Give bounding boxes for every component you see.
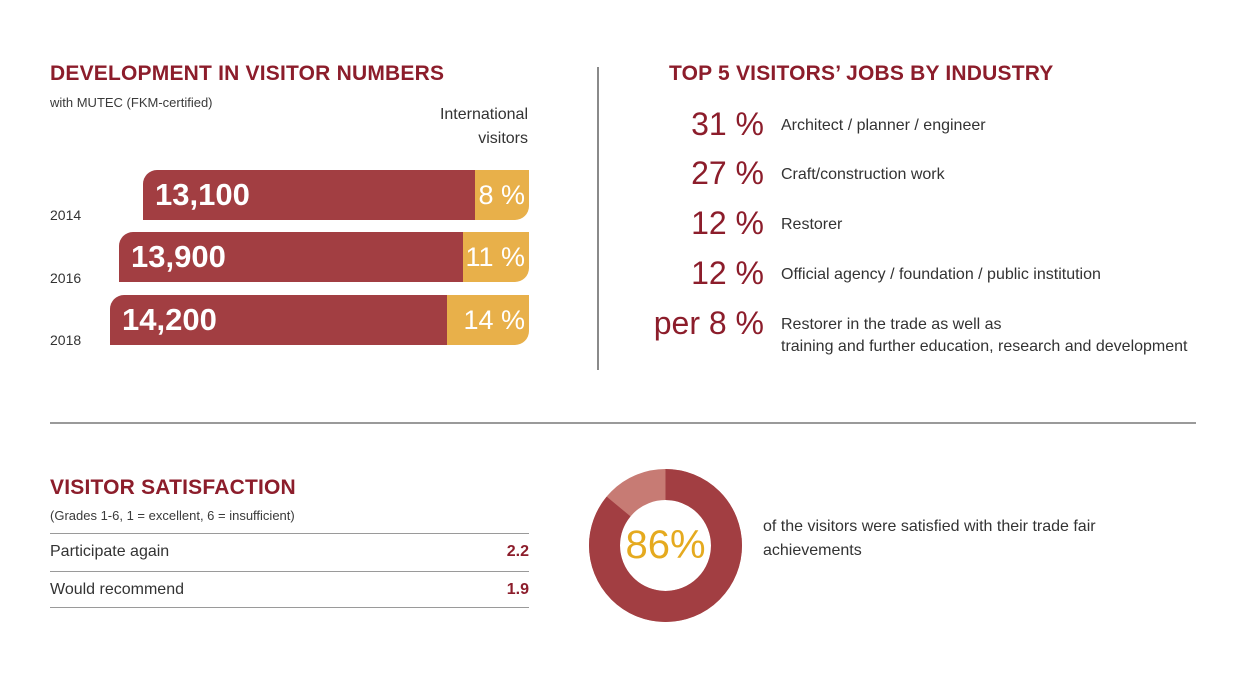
visitor-numbers-title: DEVELOPMENT IN VISITOR NUMBERS: [50, 62, 445, 85]
visitor-total-label: 13,100: [143, 170, 475, 220]
vertical-divider: [597, 67, 599, 370]
visitor-bar: 13,100 8 %: [143, 170, 529, 220]
job-label: Architect / planner / engineer: [781, 117, 986, 134]
job-label: Restorer: [781, 216, 843, 233]
satisfaction-subtitle: (Grades 1-6, 1 = excellent, 6 = insuffic…: [50, 508, 295, 523]
visitor-bar: 13,900 11 %: [119, 232, 529, 282]
job-percentage: 12 %: [691, 205, 764, 241]
satisfaction-label: Would recommend: [50, 580, 184, 598]
year-label: 2014: [50, 207, 82, 223]
international-label-line2: visitors: [478, 130, 528, 147]
international-visitors-label: International visitors: [380, 103, 528, 151]
horizontal-divider: [50, 422, 1196, 424]
job-row: per 8 % Restorer in the trade as well as…: [600, 303, 1220, 363]
satisfaction-donut: [589, 469, 742, 622]
visitor-numbers-subtitle: with MUTEC (FKM-certified): [50, 95, 213, 110]
satisfaction-grade: 1.9: [506, 580, 529, 598]
job-percentage: 31 %: [691, 106, 764, 142]
job-label-line1: Restorer in the trade as well as: [781, 316, 1002, 333]
visitor-bar: 14,200 14 %: [110, 295, 529, 345]
job-label: Craft/construction work: [781, 166, 945, 183]
job-row: 31 % Architect / planner / engineer: [600, 104, 1220, 144]
visitor-total-label: 14,200: [110, 295, 447, 345]
satisfaction-bottom-rule: [50, 607, 529, 608]
international-label-line1: International: [439, 106, 528, 123]
satisfaction-grade: 2.2: [506, 542, 529, 560]
international-share-label: 11 %: [463, 232, 529, 282]
year-label: 2016: [50, 270, 82, 286]
job-label: Restorer in the trade as well as trainin…: [781, 314, 1187, 358]
job-percentage: per 8 %: [653, 305, 764, 341]
international-share-label: 14 %: [447, 295, 529, 345]
year-label: 2018: [50, 332, 82, 348]
satisfaction-row-participate: Participate again 2.2: [50, 533, 529, 569]
international-share-label: 8 %: [475, 170, 529, 220]
donut-caption: of the visitors were satisfied with thei…: [763, 518, 1096, 559]
satisfaction-title: VISITOR SATISFACTION: [50, 476, 296, 499]
job-percentage: 12 %: [691, 255, 764, 291]
job-row: 12 % Official agency / foundation / publ…: [600, 253, 1220, 293]
satisfaction-label: Participate again: [50, 542, 170, 560]
donut-value: 86%: [625, 523, 706, 567]
job-row: 12 % Restorer: [600, 203, 1220, 243]
job-row: 27 % Craft/construction work: [600, 153, 1220, 193]
donut-segment-satisfied: [589, 469, 742, 622]
job-percentage: 27 %: [691, 155, 764, 191]
visitor-total-label: 13,900: [119, 232, 463, 282]
jobs-title: TOP 5 VISITORS’ JOBS BY INDUSTRY: [669, 62, 1054, 85]
job-label: Official agency / foundation / public in…: [781, 266, 1101, 283]
satisfaction-row-recommend: Would recommend 1.9: [50, 571, 529, 607]
job-label-line2: training and further education, research…: [781, 338, 1188, 355]
